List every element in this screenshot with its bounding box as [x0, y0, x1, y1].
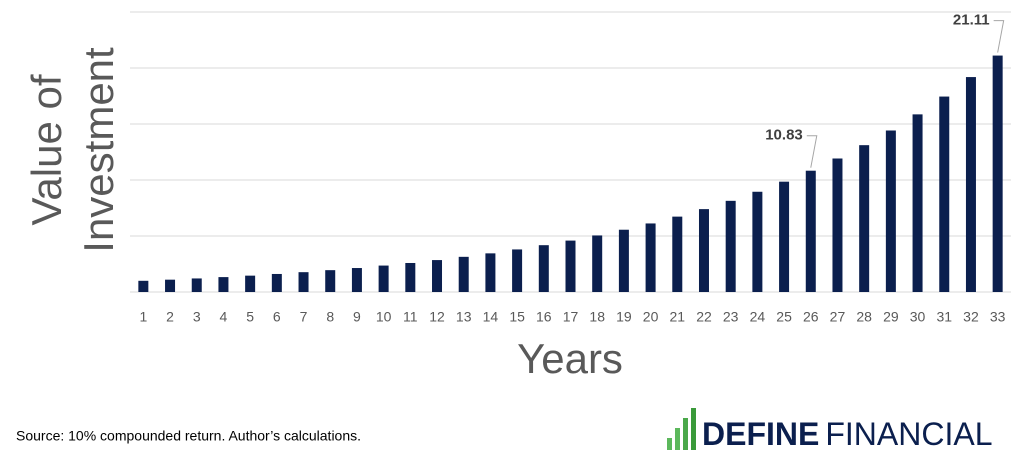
x-tick-label: 1	[139, 309, 147, 325]
bar	[351, 268, 362, 292]
bar	[191, 278, 202, 292]
x-tick-label: 2	[166, 309, 174, 325]
x-tick-label: 23	[723, 309, 739, 325]
value-label: 10.83	[765, 127, 803, 144]
bar	[592, 235, 603, 292]
x-tick-label: 8	[326, 309, 334, 325]
bar	[405, 262, 416, 292]
bar	[725, 200, 736, 292]
x-tick-label: 27	[830, 309, 846, 325]
value-label: 21.11	[953, 12, 990, 29]
x-tick-label: 16	[536, 309, 552, 325]
bar	[458, 256, 469, 292]
bar	[645, 223, 656, 292]
logo-light: FINANCIAL	[825, 416, 992, 452]
x-tick-label: 4	[220, 309, 228, 325]
y-axis-title-line: Value of	[23, 74, 70, 225]
bar	[512, 249, 523, 292]
x-tick-label: 3	[193, 309, 201, 325]
logo-icon	[683, 418, 688, 450]
bar	[698, 209, 709, 292]
bar	[432, 260, 443, 292]
bar	[618, 229, 629, 292]
x-tick-label: 19	[616, 309, 632, 325]
bar	[538, 245, 549, 292]
logo-icon	[667, 438, 672, 450]
x-axis-title: Years	[517, 335, 623, 382]
bar	[165, 279, 176, 292]
source-note: Source: 10% compounded return. Author’s …	[16, 428, 361, 444]
x-tick-label: 14	[483, 309, 499, 325]
bar	[885, 130, 896, 292]
bar	[325, 270, 336, 292]
x-tick-label: 11	[403, 309, 418, 325]
bar	[271, 273, 282, 292]
y-axis-title: Value of Investment	[23, 47, 122, 253]
bar	[218, 277, 229, 292]
x-tick-label: 24	[750, 309, 766, 325]
x-tick-label: 32	[963, 309, 979, 325]
logo-text: DEFINE FINANCIAL	[702, 416, 992, 452]
x-tick-label: 25	[776, 309, 792, 325]
x-tick-label: 10	[376, 309, 392, 325]
bar	[485, 253, 496, 292]
logo-icon	[691, 408, 696, 450]
x-tick-label: 12	[429, 309, 445, 325]
bar	[939, 96, 950, 292]
x-tick-label: 6	[273, 309, 281, 325]
x-tick-label: 9	[353, 309, 361, 325]
logo: DEFINE FINANCIAL	[667, 408, 992, 452]
bar	[138, 280, 149, 292]
bar	[965, 77, 976, 293]
bar	[832, 158, 843, 292]
x-tick-label: 17	[563, 309, 579, 325]
bar	[859, 145, 870, 292]
bar	[298, 272, 309, 292]
bar	[245, 275, 256, 292]
x-tick-label: 18	[589, 309, 605, 325]
x-tick-label: 13	[456, 309, 472, 325]
label-leader	[993, 20, 1005, 53]
x-tick-label: 26	[803, 309, 819, 325]
bar	[779, 181, 790, 292]
bar	[752, 191, 763, 292]
logo-bold: DEFINE	[702, 416, 819, 452]
y-axis-title-line: Investment	[75, 47, 122, 253]
x-tick-label: 21	[669, 309, 685, 325]
x-tick-label: 7	[300, 309, 308, 325]
x-tick-label: 22	[696, 309, 712, 325]
bar	[565, 240, 576, 292]
bar	[672, 216, 683, 292]
x-tick-label: 33	[990, 309, 1006, 325]
bar	[912, 114, 923, 292]
logo-icon	[675, 428, 680, 450]
label-leader	[806, 135, 818, 168]
x-tick-label: 28	[856, 309, 872, 325]
x-tick-label: 15	[509, 309, 525, 325]
x-tick-label: 30	[910, 309, 926, 325]
bar	[992, 55, 1003, 293]
x-tick-label: 31	[936, 309, 952, 325]
x-tick-label: 5	[246, 309, 254, 325]
bar	[378, 265, 389, 292]
x-tick-label: 20	[643, 309, 659, 325]
bar	[805, 170, 816, 292]
x-tick-label: 29	[883, 309, 899, 325]
